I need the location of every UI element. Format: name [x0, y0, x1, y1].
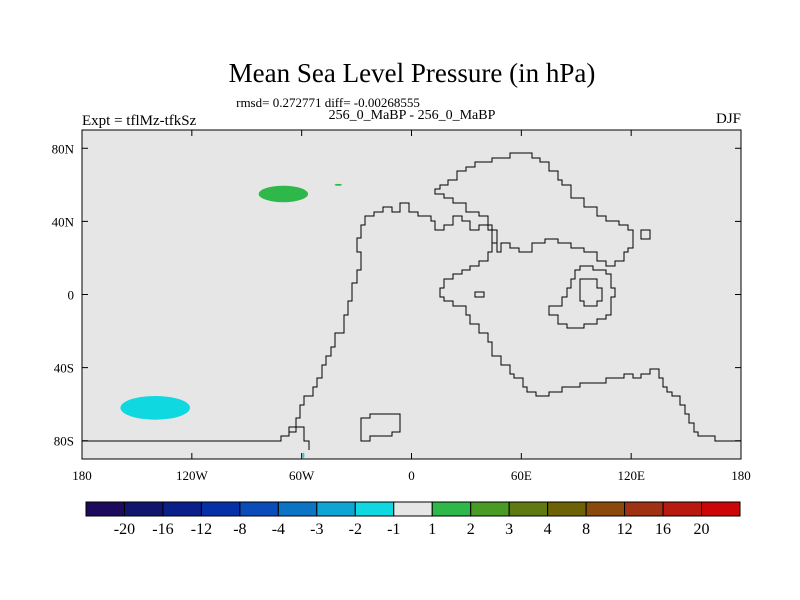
anomaly-antarctic-negative-speck	[302, 452, 305, 459]
x-tick-label: 180	[72, 468, 92, 483]
x-tick-label: 60E	[511, 468, 532, 483]
colorbar-label: 20	[694, 521, 710, 538]
x-tick-label: 0	[408, 468, 415, 483]
stats-line: rmsd= 0.272771 diff= -0.00268555	[236, 95, 420, 110]
colorbar-label: -2	[349, 521, 362, 538]
colorbar-label: -1	[387, 521, 400, 538]
inner-lake-coastline	[579, 278, 603, 307]
colorbar-swatch	[393, 501, 433, 517]
colorbar-swatch	[85, 501, 125, 517]
colorbar-swatch	[547, 501, 587, 517]
colorbar-label: 3	[505, 521, 513, 538]
x-tick-label: 180	[731, 468, 751, 483]
anomaly-north-atlantic-positive-speck	[334, 183, 342, 186]
x-tick-label: 120W	[176, 468, 209, 483]
island-coastline	[474, 291, 485, 298]
colorbar-swatch	[316, 501, 356, 517]
colorbar-swatch	[624, 501, 664, 517]
subtitle-left: Expt = tflMz-tfkSz	[82, 113, 197, 129]
subtitle-center: 256_0_MaBP - 256_0_MaBP	[329, 108, 496, 123]
x-tick-label: 60W	[289, 468, 315, 483]
chart-title: Mean Sea Level Pressure (in hPa)	[229, 58, 596, 88]
y-tick-label: 40S	[54, 361, 74, 376]
colorbar-swatch	[585, 501, 626, 517]
anomaly-layer	[120, 183, 342, 459]
colorbar-label: -16	[152, 521, 173, 538]
x-tick-label: 120E	[617, 468, 645, 483]
axes: 180 120W 60W 0 60E 120E 180 80N 40N 0 40S 80S	[52, 130, 751, 483]
subtitle-right: DJF	[716, 111, 741, 127]
colorbar-swatch	[662, 501, 703, 517]
map-plot	[81, 129, 742, 460]
colorbar-label: 8	[582, 521, 590, 538]
colorbar-swatch	[162, 501, 202, 517]
colorbar-swatch	[508, 501, 549, 517]
colorbar-swatch	[239, 501, 279, 517]
colorbar-swatch	[470, 501, 510, 517]
colorbar-label: -8	[233, 521, 246, 538]
colorbar-swatch	[431, 501, 472, 517]
colorbar-label: -20	[114, 521, 135, 538]
colorbar-label: -3	[310, 521, 323, 538]
colorbar-label: -12	[191, 521, 212, 538]
plot-background	[82, 130, 741, 459]
island-coastline	[640, 229, 651, 240]
antarctic-inlet-coastline	[289, 426, 310, 450]
colorbar-label: 16	[655, 521, 671, 538]
colorbar-swatch	[123, 501, 164, 517]
colorbar-label: 1	[428, 521, 436, 538]
tethys-basin-coastline	[548, 265, 616, 329]
y-tick-label: 40N	[52, 214, 75, 229]
pangea-coastline	[82, 152, 741, 442]
colorbar-label: 12	[617, 521, 633, 538]
colorbar-swatch	[277, 501, 318, 517]
y-tick-label: 80N	[52, 141, 75, 156]
colorbar-swatch	[200, 501, 241, 517]
colorbar-label: 2	[467, 521, 475, 538]
colorbar-label: 4	[544, 521, 552, 538]
y-tick-label: 0	[68, 288, 75, 303]
colorbar-swatch	[701, 501, 741, 517]
colorbar: -20 -16 -12 -8 -4 -3 -2 -1 1 2 3 4 8 12 16 20	[85, 501, 741, 538]
colorbar-swatch	[354, 501, 395, 517]
y-tick-label: 80S	[54, 434, 74, 449]
colorbar-label: -4	[272, 521, 285, 538]
anomaly-south-pacific-negative	[120, 395, 191, 420]
coastlines	[82, 152, 741, 450]
antarctic-island-coastline	[360, 413, 401, 442]
anomaly-north-pacific-positive	[258, 185, 309, 203]
